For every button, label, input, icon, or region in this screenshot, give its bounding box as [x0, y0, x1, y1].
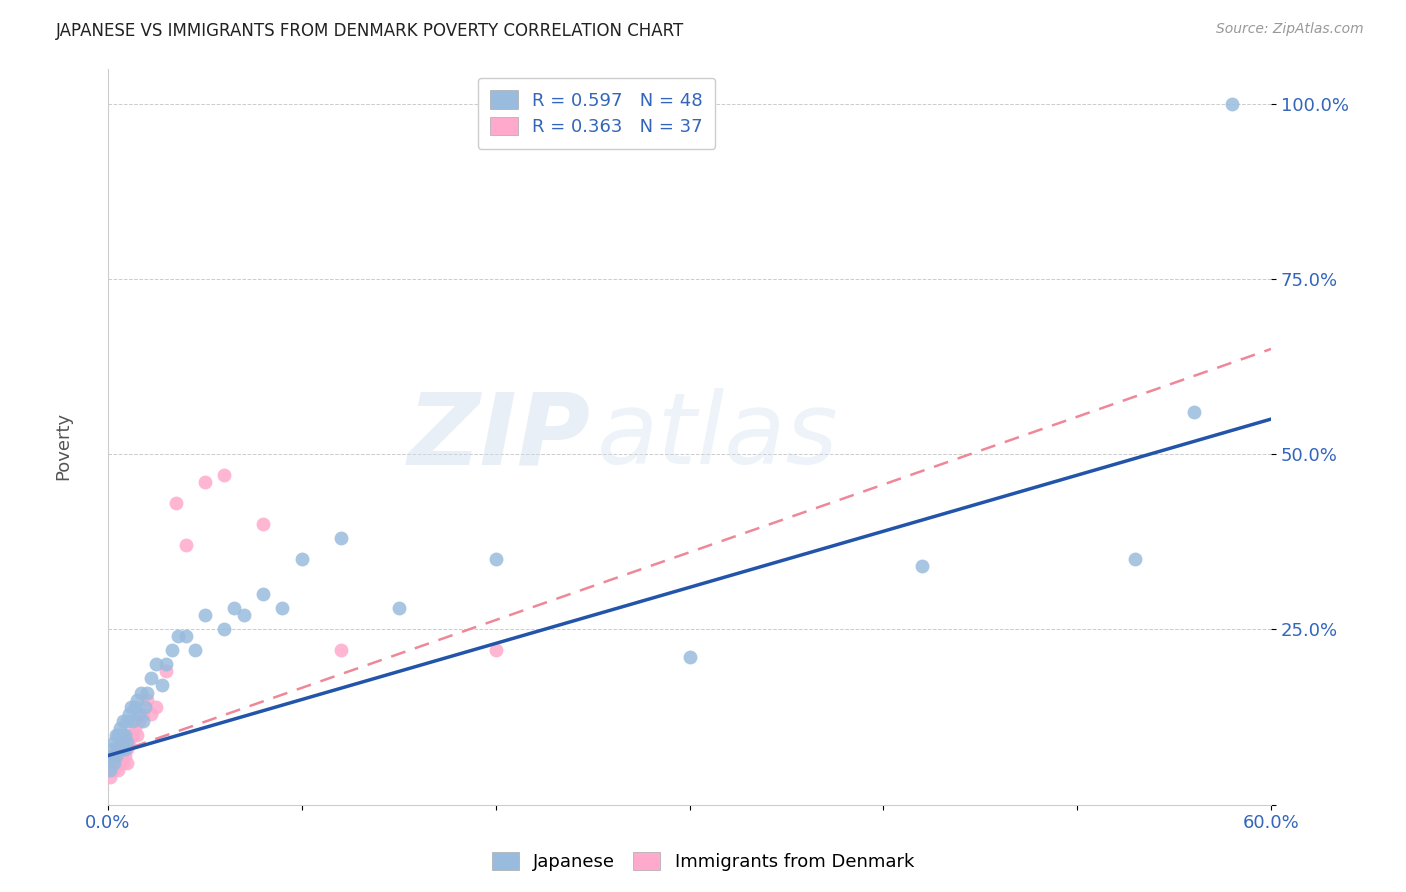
Point — [114, 728, 136, 742]
Point — [114, 741, 136, 756]
Point — [271, 601, 294, 615]
Point — [139, 706, 162, 721]
Point — [194, 475, 217, 490]
Point — [129, 685, 152, 699]
Point — [160, 643, 183, 657]
Point — [174, 629, 197, 643]
Text: ZIP: ZIP — [408, 388, 591, 485]
Point — [134, 699, 156, 714]
Point — [120, 699, 142, 714]
Point — [118, 734, 141, 748]
Point — [291, 552, 314, 566]
Point — [911, 559, 934, 574]
Point — [1182, 405, 1205, 419]
Point — [112, 756, 135, 770]
Point — [107, 728, 129, 742]
Point — [104, 741, 127, 756]
Point — [110, 741, 132, 756]
Point — [108, 741, 131, 756]
Point — [214, 623, 236, 637]
Point — [122, 714, 145, 728]
Point — [128, 706, 150, 721]
Point — [485, 552, 508, 566]
Point — [101, 763, 124, 777]
Point — [117, 714, 139, 728]
Point — [388, 601, 411, 615]
Legend: Japanese, Immigrants from Denmark: Japanese, Immigrants from Denmark — [485, 845, 921, 879]
Point — [108, 721, 131, 735]
Point — [107, 741, 129, 756]
Point — [118, 706, 141, 721]
Text: Source: ZipAtlas.com: Source: ZipAtlas.com — [1216, 22, 1364, 37]
Point — [124, 721, 146, 735]
Point — [132, 706, 155, 721]
Point — [104, 756, 127, 770]
Point — [1220, 96, 1243, 111]
Point — [117, 756, 139, 770]
Point — [214, 468, 236, 483]
Point — [110, 728, 132, 742]
Text: atlas: atlas — [596, 388, 838, 485]
Point — [108, 734, 131, 748]
Point — [103, 763, 125, 777]
Point — [678, 650, 700, 665]
Point — [117, 741, 139, 756]
Legend: R = 0.597   N = 48, R = 0.363   N = 37: R = 0.597 N = 48, R = 0.363 N = 37 — [478, 78, 716, 149]
Point — [114, 734, 136, 748]
Point — [117, 734, 139, 748]
Point — [165, 496, 187, 510]
Point — [104, 728, 127, 742]
Point — [101, 756, 124, 770]
Point — [114, 748, 136, 763]
Point — [101, 741, 124, 756]
Point — [103, 734, 125, 748]
Point — [107, 763, 129, 777]
Point — [155, 657, 177, 672]
Point — [110, 748, 132, 763]
Point — [232, 608, 254, 623]
Point — [329, 531, 352, 545]
Point — [252, 587, 274, 601]
Text: JAPANESE VS IMMIGRANTS FROM DENMARK POVERTY CORRELATION CHART: JAPANESE VS IMMIGRANTS FROM DENMARK POVE… — [56, 22, 685, 40]
Point — [125, 728, 148, 742]
Point — [103, 756, 125, 770]
Point — [112, 734, 135, 748]
Point — [145, 657, 167, 672]
Point — [194, 608, 217, 623]
Text: Poverty: Poverty — [55, 412, 72, 480]
Point — [125, 692, 148, 706]
Point — [150, 678, 173, 692]
Point — [329, 643, 352, 657]
Point — [184, 643, 207, 657]
Point — [120, 728, 142, 742]
Point — [1125, 552, 1147, 566]
Point — [103, 748, 125, 763]
Point — [124, 699, 146, 714]
Point — [174, 538, 197, 552]
Point — [145, 699, 167, 714]
Point — [98, 763, 121, 777]
Point — [166, 629, 188, 643]
Point — [112, 741, 135, 756]
Point — [222, 601, 245, 615]
Point — [110, 734, 132, 748]
Point — [112, 714, 135, 728]
Point — [107, 748, 129, 763]
Point — [132, 714, 155, 728]
Point — [98, 770, 121, 784]
Point — [122, 728, 145, 742]
Point — [252, 517, 274, 532]
Point — [108, 756, 131, 770]
Point — [139, 672, 162, 686]
Point — [155, 665, 177, 679]
Point — [128, 714, 150, 728]
Point — [135, 685, 157, 699]
Point — [101, 748, 124, 763]
Point — [135, 692, 157, 706]
Point — [104, 748, 127, 763]
Point — [485, 643, 508, 657]
